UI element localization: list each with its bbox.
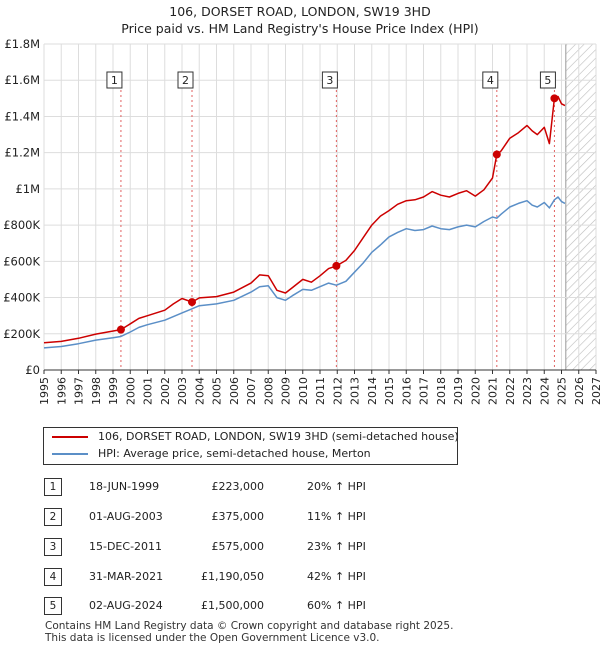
x-tick-label: 2018 — [435, 377, 448, 405]
x-tick-label: 1997 — [73, 377, 86, 405]
legend-label-property: 106, DORSET ROAD, LONDON, SW19 3HD (semi… — [98, 430, 459, 443]
chart-title: 106, DORSET ROAD, LONDON, SW19 3HD — [169, 4, 431, 19]
legend-swatch-hpi — [52, 453, 88, 455]
y-tick-label: £1.4M — [4, 109, 40, 123]
x-tick-label: 2025 — [556, 377, 569, 405]
x-tick-label: 1996 — [55, 377, 68, 405]
transaction-number: 5 — [44, 597, 62, 615]
transaction-date: 01-AUG-2003 — [89, 510, 163, 523]
transaction-label-box — [539, 71, 556, 89]
transaction-label-box — [177, 71, 194, 89]
sale-point — [492, 150, 501, 159]
price-chart: 1 2 3 4 5 £0 £200K £400K £600K £800K £1M £1.2M £1.4… — [3, 37, 600, 405]
transaction-price: £223,000 — [211, 480, 265, 493]
transaction-label-box — [106, 71, 123, 89]
transaction-label: 2 — [177, 71, 194, 89]
x-tick-label: 2002 — [159, 377, 172, 405]
sale-point — [116, 325, 125, 334]
x-tick-label: 2014 — [366, 377, 379, 405]
x-tick-label: 2001 — [142, 377, 155, 405]
y-tick-label: £1.6M — [4, 73, 40, 87]
chart-subtitle: Price paid vs. HM Land Registry's House … — [121, 21, 479, 36]
transaction-hpi: 23% ↑ HPI — [307, 540, 366, 553]
transaction-number: 3 — [44, 538, 62, 556]
transaction-label: 4 — [482, 71, 499, 89]
transaction-number: 1 — [44, 478, 62, 496]
legend: 106, DORSET ROAD, LONDON, SW19 3HD (semi… — [43, 427, 459, 465]
transaction-date: 15-DEC-2011 — [89, 540, 163, 553]
x-tick-label: 2026 — [573, 377, 586, 405]
transaction-label: 1 — [106, 71, 123, 89]
sale-point — [550, 94, 559, 103]
transaction-number: 4 — [44, 568, 62, 586]
sale-point — [332, 261, 341, 270]
y-tick-label: £0 — [25, 363, 40, 377]
transaction-label-box — [321, 71, 338, 89]
y-tick-label: £400K — [3, 291, 40, 305]
x-tick-label: 1999 — [107, 377, 120, 405]
transaction-price: £575,000 — [211, 540, 265, 553]
series-line-hpi — [43, 196, 566, 349]
y-tick-label: £200K — [3, 327, 40, 341]
transaction-label: 3 — [321, 71, 338, 89]
x-tick-label: 2005 — [211, 377, 224, 405]
footer-copyright: Contains HM Land Registry data © Crown c… — [45, 620, 454, 632]
x-tick-label: 2000 — [124, 377, 137, 405]
transaction-label-number: 4 — [487, 74, 494, 87]
transaction-hpi: 20% ↑ HPI — [307, 480, 366, 493]
x-tick-label: 2020 — [469, 377, 482, 405]
transaction-label-number: 1 — [111, 74, 118, 87]
legend-label-hpi: HPI: Average price, semi-detached house,… — [98, 447, 371, 460]
series-line-property — [43, 95, 566, 344]
y-tick-label: £600K — [3, 254, 40, 268]
transaction-price: £375,000 — [211, 510, 265, 523]
transaction-label-number: 3 — [326, 74, 333, 87]
x-tick-label: 2010 — [297, 377, 310, 405]
transaction-date: 31-MAR-2021 — [89, 570, 164, 583]
x-tick-label: 2022 — [504, 377, 517, 405]
footer-licence: This data is licensed under the Open Gov… — [45, 632, 380, 644]
x-tick-label: 2013 — [349, 377, 362, 405]
x-tick-label: 2004 — [193, 377, 206, 405]
x-tick-label: 2015 — [383, 377, 396, 405]
x-tick-label: 2008 — [262, 377, 275, 405]
sale-point — [188, 298, 197, 307]
x-tick-label: 2011 — [314, 377, 327, 405]
transaction-hpi: 42% ↑ HPI — [307, 570, 366, 583]
transaction-price: £1,190,050 — [201, 570, 264, 583]
legend-swatch-property — [52, 436, 88, 438]
transaction-hpi: 11% ↑ HPI — [307, 510, 366, 523]
x-tick-label: 2012 — [331, 377, 344, 405]
x-tick-label: 1995 — [38, 377, 51, 405]
x-tick-label: 2023 — [521, 377, 534, 405]
x-tick-label: 2019 — [452, 377, 465, 405]
transaction-date: 02-AUG-2024 — [89, 599, 163, 612]
x-tick-label: 1998 — [90, 377, 103, 405]
transaction-label: 5 — [539, 71, 556, 89]
x-tick-label: 2006 — [228, 377, 241, 405]
y-tick-label: £800K — [3, 218, 40, 232]
x-tick-label: 2007 — [245, 377, 258, 405]
y-tick-label: £1.2M — [4, 146, 40, 160]
x-tick-label: 2016 — [400, 377, 413, 405]
transaction-label-number: 2 — [182, 74, 189, 87]
transaction-number: 2 — [44, 508, 62, 526]
x-tick-label: 2009 — [280, 377, 293, 405]
x-tick-label: 2017 — [418, 377, 431, 405]
y-tick-label: £1.8M — [4, 37, 40, 51]
forecast-region — [565, 44, 596, 370]
transaction-hpi: 60% ↑ HPI — [307, 599, 366, 612]
x-tick-label: 2021 — [487, 377, 500, 405]
transaction-label-box — [482, 71, 499, 89]
x-tick-label: 2024 — [538, 377, 551, 405]
x-tick-label: 2003 — [176, 377, 189, 405]
transaction-price: £1,500,000 — [201, 599, 264, 612]
transaction-label-number: 5 — [544, 74, 551, 87]
x-tick-label: 2027 — [590, 377, 600, 405]
y-tick-label: £1M — [15, 182, 40, 196]
transaction-date: 18-JUN-1999 — [89, 480, 160, 493]
